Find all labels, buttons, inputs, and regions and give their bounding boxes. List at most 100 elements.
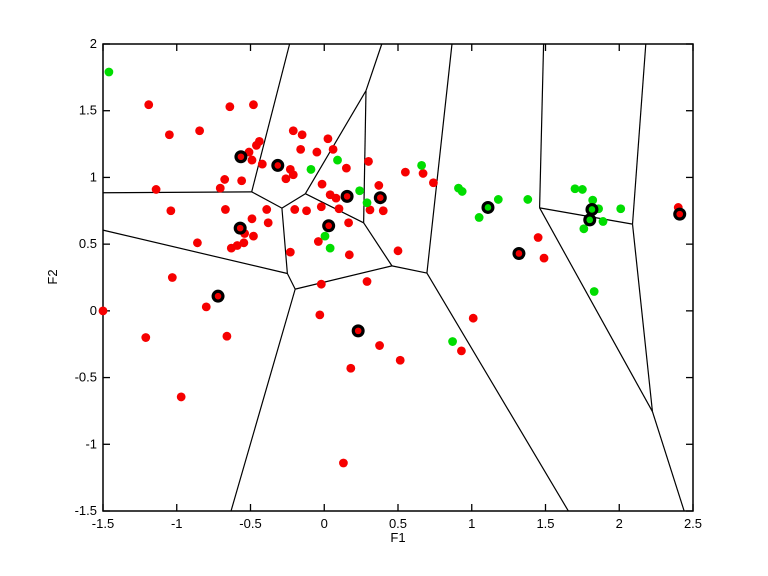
voronoi-edge: [304, 90, 367, 195]
codebook-point-green: [587, 205, 597, 214]
y-tick-label: 1.5: [79, 103, 97, 118]
codebook-point-red: [675, 209, 685, 219]
x-tick-label: 0.5: [389, 516, 407, 531]
data-point-green: [589, 287, 599, 296]
data-point-red: [257, 159, 267, 169]
data-point-green: [362, 198, 372, 208]
data-point-green: [325, 243, 335, 253]
data-point-red: [400, 167, 410, 177]
data-point-red: [334, 204, 344, 214]
data-point-red: [395, 355, 405, 365]
data-point-red: [247, 155, 257, 165]
codebook-point-red: [375, 193, 385, 203]
data-point-red: [226, 243, 236, 253]
voronoi-edge: [539, 207, 653, 412]
data-point-green: [523, 195, 533, 204]
data-point-red: [312, 147, 322, 157]
tick-labels-layer: -1.5 -1 -0.5 0 0.5 1 1.5 2 2.5 -1.5 -1 -0.5 0 0.5 1 1.5…: [75, 36, 702, 531]
y-tick-label: -1.5: [75, 503, 97, 518]
data-point-red: [375, 341, 384, 350]
codebook-ring: [211, 289, 225, 303]
data-point-red: [331, 193, 341, 203]
axes-box: [102, 43, 694, 512]
data-point-red: [193, 238, 202, 248]
ticks-layer: [102, 43, 694, 512]
data-points-layer: [98, 67, 687, 468]
codebook-ring: [351, 324, 365, 338]
data-point-red: [344, 218, 353, 228]
data-point-red: [263, 218, 273, 228]
data-point-green: [448, 337, 457, 346]
data-point-red: [167, 273, 177, 282]
x-axis-label: F1: [390, 530, 405, 545]
data-point-red: [225, 102, 235, 112]
x-tick-label: 2: [616, 516, 623, 531]
data-point-red: [364, 157, 373, 166]
data-point-green: [306, 165, 316, 174]
data-point-red: [457, 346, 466, 356]
x-tick-label: 2.5: [684, 516, 702, 531]
voronoi-edge: [251, 43, 291, 192]
data-point-red: [164, 130, 174, 140]
codebook-point-red: [324, 221, 334, 231]
voronoi-edge: [426, 43, 453, 274]
data-point-green: [320, 231, 330, 241]
x-tick-label: 1.5: [536, 516, 554, 531]
data-point-red: [215, 183, 225, 193]
codebook-point-red: [236, 152, 246, 162]
data-point-red: [339, 458, 348, 468]
data-point-red: [296, 145, 306, 154]
data-point-red: [317, 179, 327, 189]
data-point-red: [323, 134, 333, 144]
data-point-green: [417, 161, 426, 170]
data-point-green: [493, 195, 503, 204]
data-point-red: [222, 331, 232, 341]
data-point-red: [252, 141, 261, 150]
x-tick-label: 0: [321, 516, 328, 531]
codebook-ring: [512, 246, 526, 260]
codebook-ring: [373, 191, 387, 205]
data-point-red: [249, 100, 258, 110]
codebook-point-red: [514, 249, 524, 258]
data-point-red: [316, 202, 326, 212]
data-point-red: [141, 333, 151, 342]
voronoi-edge: [281, 193, 306, 209]
data-point-red: [378, 206, 388, 216]
data-point-red: [247, 214, 257, 224]
data-point-red: [297, 130, 307, 140]
data-point-green: [616, 204, 626, 214]
data-point-red: [302, 206, 311, 216]
data-point-red: [281, 174, 291, 184]
data-point-red: [151, 185, 161, 194]
data-point-red: [418, 169, 428, 178]
data-point-red: [166, 206, 176, 216]
data-point-red: [393, 246, 403, 256]
data-point-red: [341, 163, 351, 173]
voronoi-edge: [281, 208, 288, 274]
x-tick-label: -0.5: [239, 516, 261, 531]
data-point-red: [285, 247, 295, 257]
data-point-green: [474, 213, 484, 222]
data-point-red: [176, 392, 186, 402]
voronoi-edge: [391, 265, 428, 274]
x-tick-label: -1.5: [92, 516, 114, 531]
data-point-red: [262, 205, 272, 214]
data-point-red: [288, 126, 298, 136]
data-point-red: [288, 170, 298, 180]
voronoi-edge: [295, 265, 393, 290]
voronoi-edge: [102, 229, 288, 275]
codebook-ring: [340, 189, 354, 203]
y-axis-label: F2: [45, 269, 60, 284]
codebook-point-red: [273, 161, 283, 170]
data-point-red: [374, 181, 384, 190]
voronoi-edge: [539, 43, 545, 208]
data-point-red: [221, 205, 230, 214]
voronoi-edge: [363, 222, 393, 267]
y-tick-label: 0.5: [79, 236, 97, 251]
codebook-point-red: [235, 223, 245, 233]
codebook-point-red: [213, 291, 223, 301]
voronoi-edges-layer: [102, 43, 685, 512]
codebook-point-green: [585, 215, 595, 225]
data-point-red: [533, 233, 543, 242]
